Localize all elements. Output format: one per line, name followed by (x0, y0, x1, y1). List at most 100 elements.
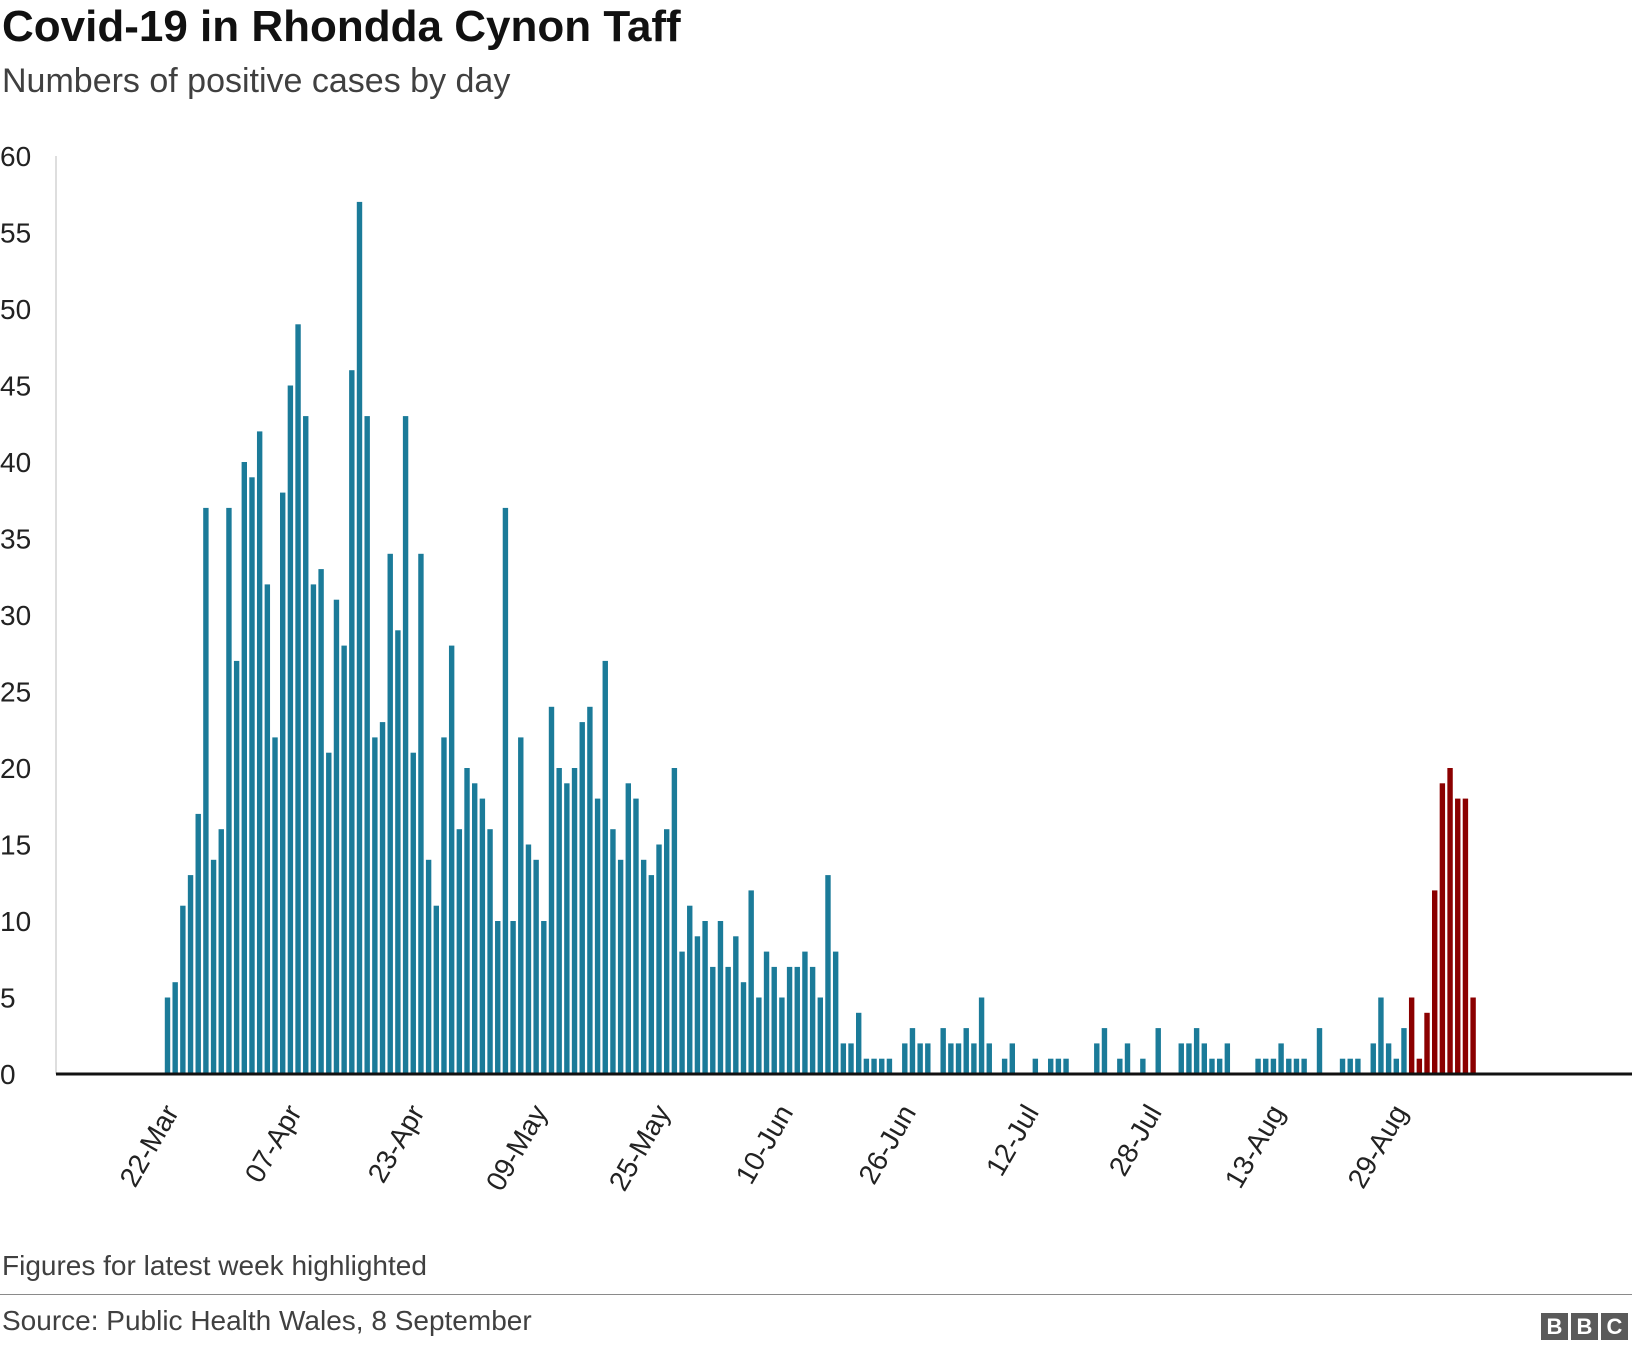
bar (1393, 1058, 1399, 1074)
bar (256, 431, 263, 1074)
bar (287, 385, 294, 1074)
y-tick-label: 20 (0, 753, 31, 784)
bar-highlighted (1408, 997, 1415, 1074)
bar (210, 859, 217, 1074)
y-tick-label: 55 (0, 218, 31, 249)
bar (349, 370, 355, 1074)
bar (326, 752, 332, 1074)
bar (571, 768, 578, 1074)
bar (1209, 1058, 1215, 1074)
bar (233, 660, 240, 1074)
bar (533, 859, 539, 1074)
bar (1216, 1058, 1223, 1074)
bar (1301, 1058, 1307, 1074)
bar (1378, 997, 1384, 1074)
bar (848, 1043, 854, 1074)
bar (1101, 1028, 1108, 1074)
bar (1401, 1028, 1407, 1074)
bar (1201, 1043, 1207, 1074)
chart-subtitle: Numbers of positive cases by day (2, 62, 511, 100)
bar (495, 921, 501, 1074)
y-axis: 0 5 10 15 20 25 30 35 40 45 50 55 60 (0, 141, 57, 1090)
bar (1255, 1058, 1261, 1074)
bar (280, 492, 286, 1075)
bar (587, 706, 593, 1074)
bar (986, 1043, 992, 1074)
bar (610, 829, 616, 1074)
bar-highlighted (1424, 1012, 1430, 1074)
x-axis: 22-Mar 07-Apr 23-Apr 09-May 25-May 10-Jun 26-J… (56, 1072, 1632, 1196)
bar (748, 890, 754, 1074)
bar (763, 951, 770, 1074)
bar (418, 553, 424, 1074)
bar (1385, 1043, 1392, 1074)
x-tick-label: 13-Aug (1219, 1100, 1291, 1194)
bar (203, 507, 209, 1074)
bar-highlighted (1432, 890, 1438, 1074)
bar (710, 966, 716, 1074)
bar (871, 1058, 877, 1074)
bar (633, 798, 639, 1074)
bar (310, 584, 317, 1074)
bar (372, 737, 378, 1074)
bar (180, 905, 186, 1074)
bar (318, 569, 324, 1074)
bar (1193, 1028, 1200, 1074)
bar (717, 921, 724, 1074)
bar (356, 201, 363, 1074)
bbc-logo: B B C (1541, 1313, 1628, 1340)
bar (617, 859, 624, 1074)
footer-divider (0, 1294, 1632, 1295)
logo-letter-1: B (1541, 1313, 1568, 1340)
bar (971, 1043, 977, 1074)
bar (441, 737, 447, 1074)
bar (1316, 1028, 1323, 1074)
y-tick-label: 5 (0, 983, 16, 1014)
bar (433, 905, 439, 1074)
source-text: Source: Public Health Wales, 8 September (2, 1305, 532, 1336)
bar (295, 324, 301, 1074)
y-tick-label: 15 (0, 830, 31, 861)
bar (1293, 1058, 1300, 1074)
bar (464, 768, 470, 1074)
bar (1063, 1058, 1069, 1074)
x-tick-label: 07-Apr (239, 1100, 308, 1188)
bar-chart: 0 5 10 15 20 25 30 35 40 45 50 55 60 22-Mar 07-Apr 23-… (0, 141, 1632, 1196)
x-tick-label: 29-Aug (1342, 1100, 1414, 1194)
bar (1347, 1058, 1353, 1074)
bar (679, 951, 685, 1074)
y-tick-label: 60 (0, 141, 31, 172)
bar-highlighted (1470, 997, 1476, 1074)
bar (863, 1058, 870, 1074)
bar (1270, 1058, 1277, 1074)
bar (640, 859, 647, 1074)
bar (218, 829, 224, 1074)
bar (702, 921, 708, 1074)
bar (387, 553, 393, 1074)
bar (740, 982, 747, 1074)
bar (594, 798, 601, 1074)
bar (1286, 1058, 1292, 1074)
bar (856, 1012, 862, 1074)
logo-letter-3: C (1601, 1313, 1628, 1340)
y-tick-label: 10 (0, 906, 31, 937)
bar (564, 783, 570, 1074)
bar (664, 829, 670, 1074)
bar (809, 966, 816, 1074)
x-tick-label: 23-Apr (362, 1100, 431, 1188)
bar-highlighted (1462, 798, 1469, 1074)
bar (825, 875, 831, 1074)
bar (425, 859, 432, 1074)
bar (671, 768, 678, 1074)
bar (395, 630, 401, 1074)
bar (341, 645, 347, 1074)
bar (556, 768, 562, 1074)
x-tick-label: 28-Jul (1103, 1100, 1168, 1182)
y-tick-label: 0 (0, 1059, 16, 1090)
bar (1263, 1058, 1269, 1074)
bar (879, 1058, 885, 1074)
y-tick-label: 35 (0, 524, 31, 555)
bar (249, 477, 255, 1074)
bar (164, 997, 171, 1074)
bar (832, 951, 839, 1074)
